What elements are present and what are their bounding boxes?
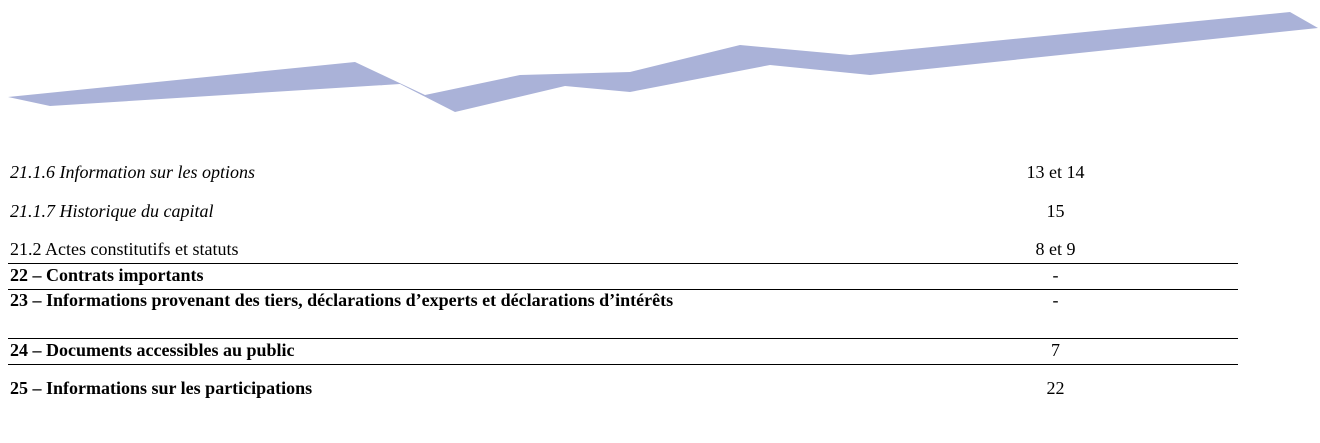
row-page: 13 et 14 (1026, 162, 1085, 182)
row-page: - (1052, 290, 1059, 310)
row-page: 7 (1051, 340, 1060, 360)
row-label: 25 – Informations sur les participations (10, 378, 313, 398)
banner-ribbon (8, 12, 1318, 112)
rule (8, 289, 1238, 290)
row-label: 21.1.7 Historique du capital (10, 201, 214, 221)
row-page: 15 (1046, 201, 1065, 221)
row-page: 22 (1046, 378, 1065, 398)
row-page: - (1052, 265, 1059, 285)
rule (8, 263, 1238, 264)
row-label: 22 – Contrats importants (10, 265, 204, 285)
row-label: 21.2 Actes constitutifs et statuts (10, 239, 239, 259)
row-page: 8 et 9 (1035, 239, 1076, 259)
rule (8, 364, 1238, 365)
row-label: 23 – Informations provenant des tiers, d… (10, 290, 674, 310)
banner (8, 12, 1318, 112)
row-label: 24 – Documents accessibles au public (10, 340, 295, 360)
row-label: 21.1.6 Information sur les options (10, 162, 256, 182)
rule (8, 338, 1238, 339)
